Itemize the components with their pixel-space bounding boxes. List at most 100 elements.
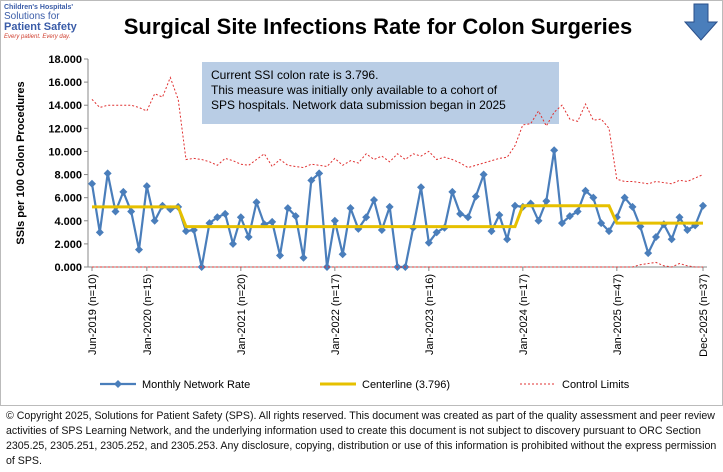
rate-marker — [370, 195, 378, 204]
rate-marker — [119, 187, 128, 196]
rate-marker — [307, 176, 316, 185]
rate-marker — [464, 213, 472, 222]
y-tick-label: 8.000 — [54, 170, 82, 182]
rate-marker — [424, 238, 433, 247]
rate-marker — [323, 263, 331, 271]
rate-marker — [330, 216, 339, 225]
rate-marker — [252, 198, 261, 207]
legend-label: Monthly Network Rate — [142, 379, 250, 391]
rate-marker — [597, 219, 606, 228]
rate-marker — [150, 216, 159, 225]
y-tick-label: 16.000 — [48, 77, 82, 89]
y-axis-label: SSIs per 100 Colon Procedures — [15, 81, 27, 244]
rate-marker — [283, 204, 292, 213]
rate-marker — [652, 232, 660, 241]
rate-marker — [487, 227, 496, 236]
y-tick-label: 4.000 — [54, 216, 82, 228]
rate-marker — [95, 228, 104, 237]
chart: Children's Hospitals' Solutions for Pati… — [0, 0, 723, 406]
rate-marker — [315, 169, 324, 178]
y-tick-label: 6.000 — [54, 193, 82, 205]
rate-marker — [103, 169, 112, 178]
rate-marker — [338, 250, 347, 259]
rate-marker — [589, 193, 598, 202]
upper-control-limit — [91, 76, 704, 185]
logo: Children's Hospitals' Solutions for Pati… — [4, 4, 78, 40]
rate-marker — [135, 245, 143, 254]
rate-marker — [417, 183, 425, 192]
rate-marker — [628, 202, 637, 211]
rate-marker — [205, 219, 214, 228]
legend-label: Centerline (3.796) — [362, 379, 450, 391]
logo-line: Solutions for — [4, 11, 60, 22]
y-tick-label: 12.000 — [48, 123, 82, 135]
rate-marker — [213, 213, 222, 222]
legend-marker — [114, 380, 122, 388]
y-tick-label: 2.000 — [54, 239, 82, 251]
rate-marker — [683, 226, 692, 235]
rate-marker — [675, 213, 684, 222]
x-tick-label: Jan-2020 (n=15) — [142, 274, 154, 355]
annotation-line: This measure was initially only availabl… — [211, 83, 498, 97]
legend-label: Control Limits — [562, 379, 630, 391]
lower-control-limit — [92, 261, 703, 268]
logo-tagline: Every patient. Every day. — [4, 34, 70, 40]
rate-marker — [558, 219, 566, 228]
x-tick-label: Jan-2022 (n=17) — [330, 274, 342, 355]
logo-line: Children's Hospitals' — [4, 4, 73, 11]
rate-marker — [667, 235, 676, 244]
copyright-footer: © Copyright 2025, Solutions for Patient … — [6, 410, 717, 467]
rate-marker — [581, 186, 590, 195]
logo-line: Patient Safety — [4, 21, 78, 33]
rate-marker — [385, 202, 394, 211]
rate-marker — [268, 217, 277, 226]
rate-marker — [127, 207, 136, 216]
down-arrow-icon — [683, 3, 719, 41]
rate-marker — [276, 251, 284, 260]
x-tick-label: Jan-2024 (n=17) — [518, 274, 530, 355]
x-tick-label: Jan-2025 (n=47) — [612, 274, 624, 355]
rate-marker — [605, 227, 613, 236]
rate-marker — [550, 146, 559, 155]
x-tick-label: Jun-2019 (n=10) — [87, 274, 99, 355]
rate-marker — [299, 253, 308, 262]
rate-marker — [495, 211, 504, 219]
rate-marker — [565, 212, 574, 221]
rate-marker — [291, 212, 300, 221]
rate-marker — [644, 249, 653, 258]
x-tick-label: Jan-2021 (n=20) — [236, 274, 248, 355]
rate-marker — [229, 239, 237, 248]
rate-marker — [221, 209, 230, 218]
rate-marker — [88, 179, 96, 188]
rate-marker — [111, 207, 120, 216]
x-tick-label: Dec-2025 (n=37) — [698, 274, 710, 357]
rate-marker — [182, 227, 190, 236]
rate-marker — [511, 201, 519, 210]
rate-marker — [503, 235, 512, 244]
rate-marker — [699, 201, 707, 210]
rate-marker — [620, 193, 629, 202]
rate-marker — [244, 232, 253, 241]
x-tick-label: Jan-2023 (n=16) — [424, 274, 436, 355]
rate-marker — [448, 187, 457, 196]
rate-marker — [456, 209, 465, 218]
annotation-line: SPS hospitals. Network data submission b… — [211, 98, 506, 112]
y-tick-label: 14.000 — [48, 100, 82, 112]
rate-marker — [479, 170, 488, 179]
y-tick-label: 10.000 — [48, 146, 82, 158]
annotation-line: Current SSI colon rate is 3.796. — [211, 68, 378, 82]
annotation: Current SSI colon rate is 3.796.This mea… — [211, 68, 506, 112]
annotation-box — [202, 62, 559, 124]
rate-marker — [471, 192, 480, 201]
rate-marker — [432, 228, 441, 237]
rate-marker — [362, 213, 371, 222]
rate-marker — [573, 207, 582, 216]
y-tick-label: 18.000 — [48, 54, 82, 66]
rate-marker — [534, 216, 543, 225]
rate-marker — [542, 197, 551, 206]
rate-marker — [346, 204, 355, 213]
rate-marker — [236, 213, 245, 222]
rate-marker — [142, 182, 151, 191]
chart-title: Surgical Site Infections Rate for Colon … — [124, 14, 633, 39]
